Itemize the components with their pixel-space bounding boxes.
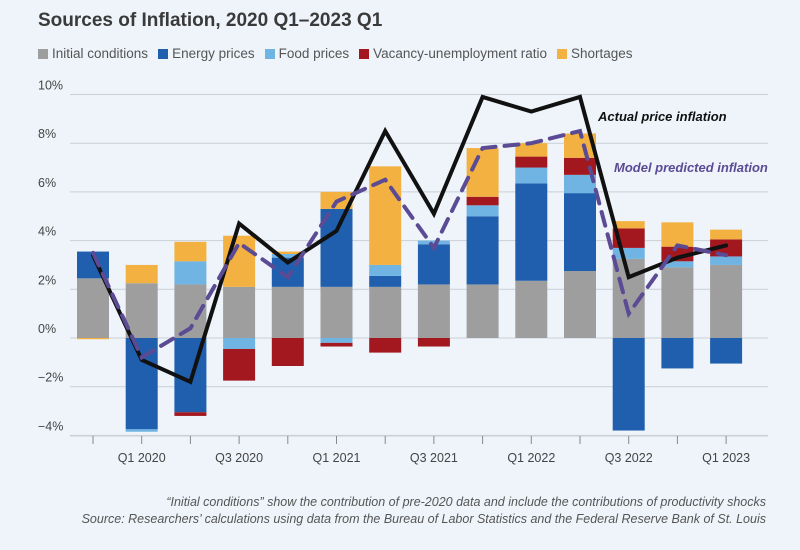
bar-energy-prices	[320, 208, 353, 287]
y-tick-label: −2%	[38, 371, 63, 385]
bar-food-prices	[174, 261, 207, 285]
bar-initial-conditions	[564, 271, 596, 338]
footer-note: “Initial conditions” show the contributi…	[166, 495, 766, 509]
x-tick-label: Q3 2022	[605, 451, 653, 465]
legend-label: Energy prices	[172, 46, 255, 61]
bar-shortages	[271, 251, 304, 254]
legend-item-food-prices: Food prices	[264, 46, 350, 61]
bar-food-prices	[515, 167, 548, 184]
bar-initial-conditions	[320, 286, 353, 338]
chart-footer: “Initial conditions” show the contributi…	[82, 494, 766, 528]
y-tick-label: −4%	[38, 419, 63, 433]
bar-initial-conditions	[466, 284, 499, 338]
legend-swatch	[158, 48, 169, 59]
annotation-label: Model predicted inflation	[614, 160, 768, 175]
bar-shortages	[710, 229, 743, 240]
bar-shortages	[661, 222, 694, 247]
bar-food-prices	[466, 205, 499, 217]
legend-swatch	[264, 48, 275, 59]
bar-vacancy-unemployment-ratio	[417, 338, 450, 347]
bar-food-prices	[271, 253, 304, 258]
legend-item-shortages: Shortages	[557, 46, 633, 61]
bar-initial-conditions	[515, 280, 548, 338]
bar-shortages	[77, 338, 109, 340]
bar-energy-prices	[612, 338, 645, 431]
y-tick-label: 6%	[38, 176, 56, 190]
line-model-predicted-inflation	[91, 128, 729, 361]
bar-shortages	[466, 148, 499, 197]
bar-food-prices	[125, 429, 158, 432]
bar-initial-conditions	[661, 267, 694, 338]
bar-vacancy-unemployment-ratio	[515, 156, 548, 168]
legend-swatch	[38, 48, 48, 59]
footer-source: Source: Researchers’ calculations using …	[81, 512, 766, 526]
bar-initial-conditions	[417, 284, 450, 338]
bar-energy-prices	[661, 338, 694, 369]
bar-vacancy-unemployment-ratio	[320, 342, 353, 347]
annotation-label: Actual price inflation	[597, 109, 727, 124]
x-tick-label: Q1 2020	[118, 451, 166, 465]
y-tick-label: 2%	[38, 273, 56, 287]
legend-item-vacancy-unemployment-ratio: Vacancy-unemployment ratio	[359, 46, 547, 61]
bar-energy-prices	[564, 193, 596, 272]
bar-energy-prices	[466, 216, 499, 285]
bar-shortages	[515, 143, 548, 157]
bar-energy-prices	[369, 275, 402, 287]
bar-food-prices	[564, 174, 596, 194]
x-tick-label: Q1 2021	[313, 451, 361, 465]
bar-initial-conditions	[271, 286, 304, 338]
bar-food-prices	[710, 256, 743, 265]
bar-shortages	[125, 264, 158, 284]
legend-item-initial-conditions: Initial conditions	[38, 46, 148, 61]
y-tick-label: 0%	[38, 322, 56, 336]
x-tick-label: Q1 2022	[507, 451, 555, 465]
x-tick-label: Q3 2020	[215, 451, 263, 465]
y-tick-label: 8%	[38, 127, 56, 141]
bar-vacancy-unemployment-ratio	[223, 348, 256, 381]
bar-vacancy-unemployment-ratio	[369, 338, 402, 353]
line-actual-price-inflation	[91, 94, 729, 385]
bar-food-prices	[417, 240, 450, 245]
bar-energy-prices	[710, 338, 743, 364]
bar-shortages	[174, 241, 207, 262]
bar-initial-conditions	[125, 283, 158, 338]
bar-shortages	[612, 221, 645, 229]
bar-energy-prices	[515, 183, 548, 281]
bar-vacancy-unemployment-ratio	[174, 412, 207, 416]
legend-swatch	[557, 48, 567, 59]
chart-title: Sources of Inflation, 2020 Q1–2023 Q1	[38, 10, 383, 31]
bar-food-prices	[612, 247, 645, 259]
x-tick-label: Q1 2023	[702, 451, 750, 465]
bar-initial-conditions	[369, 286, 402, 338]
bar-food-prices	[223, 338, 256, 349]
chart-legend: Initial conditions Energy prices Food pr…	[38, 46, 633, 61]
bar-initial-conditions	[223, 286, 256, 338]
bar-initial-conditions	[77, 278, 109, 338]
bar-vacancy-unemployment-ratio	[466, 196, 499, 206]
legend-item-energy-prices: Energy prices	[158, 46, 255, 61]
bar-food-prices	[369, 264, 402, 276]
bar-initial-conditions	[710, 264, 743, 338]
bar-food-prices	[320, 338, 353, 343]
bar-vacancy-unemployment-ratio	[271, 338, 304, 367]
legend-label: Vacancy-unemployment ratio	[373, 46, 547, 61]
legend-label: Shortages	[571, 46, 633, 61]
legend-label: Food prices	[278, 46, 350, 61]
legend-swatch	[359, 48, 370, 59]
y-tick-label: 10%	[38, 79, 63, 93]
bar-food-prices	[661, 261, 694, 268]
x-tick-label: Q3 2021	[410, 451, 458, 465]
bar-vacancy-unemployment-ratio	[564, 157, 596, 175]
y-tick-label: 4%	[38, 225, 56, 239]
legend-label: Initial conditions	[52, 46, 149, 61]
